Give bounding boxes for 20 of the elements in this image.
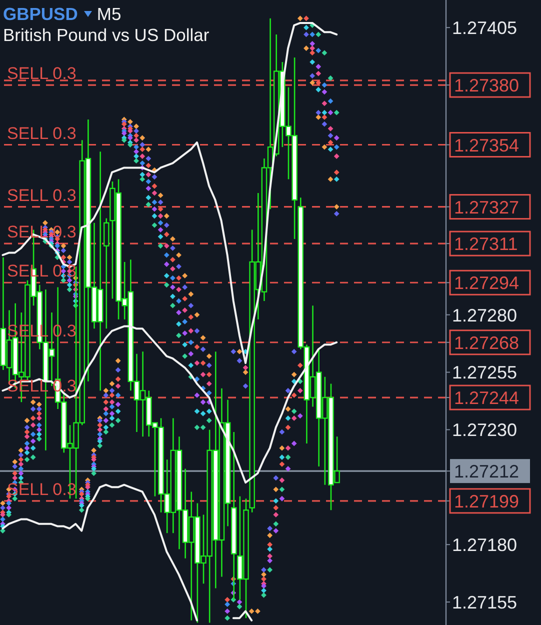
y-tick-label: 1.27380 (454, 76, 520, 96)
y-tick-label: 1.27180 (452, 535, 518, 556)
y-tick-label: 1.27405 (452, 18, 518, 38)
ref-line-label: SELL 0.3 (7, 64, 76, 84)
y-tick-label: 1.27212 (454, 462, 520, 482)
y-tick-label: 1.27354 (454, 135, 520, 156)
y-tick-label: 1.27294 (454, 273, 520, 294)
ref-line-label: SELL 0.3 (7, 186, 76, 205)
y-tick-label: 1.27155 (452, 592, 518, 613)
chart-title: GBPUSD M5 (3, 4, 122, 24)
text: British Pound vs US Dollar (3, 25, 210, 46)
y-tick-label: 1.27268 (454, 332, 520, 353)
y-tick-label: 1.27199 (454, 491, 520, 512)
y-tick-label: 1.27255 (452, 362, 518, 383)
y-tick-label: 1.27244 (454, 388, 520, 408)
ref-line-label: SELL 0.3 (7, 124, 76, 143)
y-tick-label: 1.27280 (452, 305, 518, 326)
y-tick-label: 1.27230 (452, 420, 518, 440)
y-tick-label: 1.27311 (454, 234, 518, 254)
y-tick-label: 1.27327 (454, 197, 520, 218)
